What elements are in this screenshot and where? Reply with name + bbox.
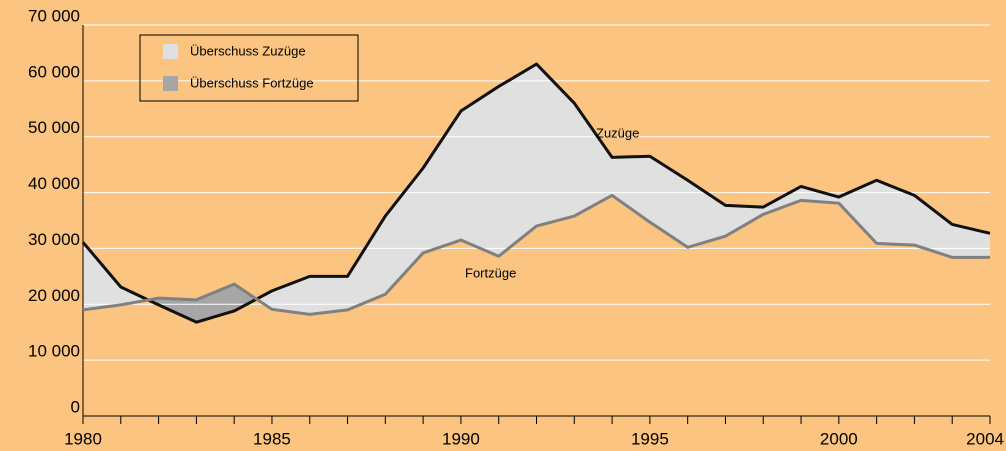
y-tick-label: 0: [71, 397, 80, 416]
surplus-area: [536, 64, 575, 227]
legend-swatch: [163, 44, 178, 59]
y-tick-label: 20 000: [28, 286, 80, 305]
surplus-area: [612, 156, 650, 223]
surplus-area: [271, 276, 310, 315]
surplus-area: [309, 276, 348, 315]
surplus-area: [876, 180, 915, 246]
y-tick-label: 50 000: [28, 118, 80, 137]
legend-swatch: [163, 76, 178, 91]
annotation: Zuzüge: [596, 125, 639, 140]
surplus-area: [347, 216, 386, 310]
surplus-area: [725, 205, 764, 237]
y-tick-label: 70 000: [28, 6, 80, 25]
series-line: [82, 193, 990, 316]
surplus-area: [687, 180, 726, 248]
surplus-area: [460, 86, 499, 257]
x-tick-label: 2004: [966, 429, 1004, 448]
x-tick-label: 1980: [64, 429, 102, 448]
legend-box: [139, 34, 359, 102]
x-tick-label: 1990: [442, 429, 480, 448]
surplus-area: [838, 180, 877, 244]
x-tick-label: 1995: [631, 429, 669, 448]
y-tick-label: 60 000: [28, 62, 80, 81]
annotation: Fortzüge: [465, 265, 516, 280]
surplus-area: [649, 156, 688, 248]
y-tick-label: 30 000: [28, 230, 80, 249]
y-tick-label: 40 000: [28, 174, 80, 193]
surplus-area: [914, 195, 953, 258]
surplus-area: [83, 242, 121, 310]
surplus-area: [423, 111, 461, 253]
surplus-area: [763, 186, 802, 215]
legend-label: Überschuss Zuzüge: [190, 43, 306, 58]
y-tick-label: 10 000: [28, 342, 80, 361]
x-tick-label: 1985: [253, 429, 291, 448]
x-tick-label: 2000: [820, 429, 858, 448]
legend-label: Überschuss Fortzüge: [190, 75, 314, 90]
surplus-area: [498, 64, 537, 257]
surplus-area: [574, 103, 613, 217]
series-line: [81, 62, 991, 324]
